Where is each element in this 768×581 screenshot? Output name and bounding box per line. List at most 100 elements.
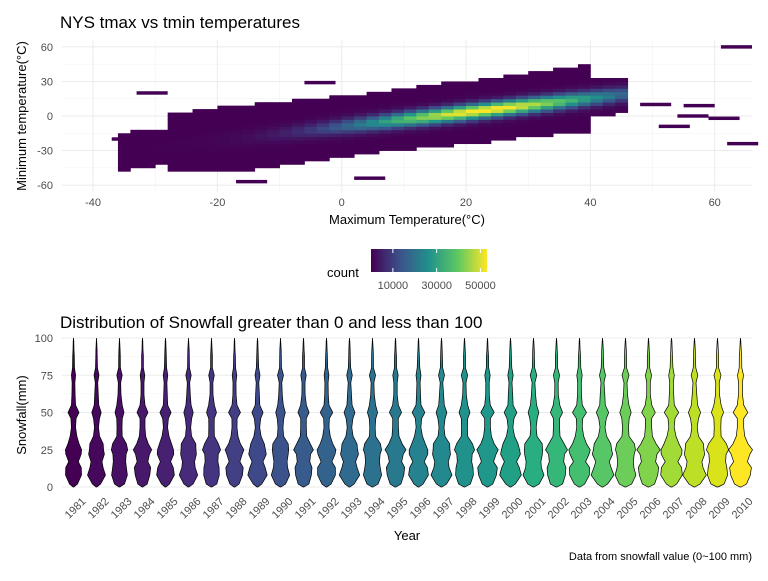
heatmap-tile <box>329 150 343 155</box>
heatmap-tile <box>528 116 542 120</box>
violin-x-tick-label: 2003 <box>569 496 595 522</box>
heatmap-tile <box>130 140 144 145</box>
violin-x-tick-label: 2006 <box>638 496 664 522</box>
heatmap-tile <box>379 98 392 103</box>
heatmap-tile <box>453 84 467 89</box>
heatmap-tile <box>441 133 455 138</box>
heatmap-tile <box>229 143 243 148</box>
heatmap-tile <box>254 112 268 117</box>
heatmap-tile <box>217 136 231 141</box>
heatmap-tile <box>341 126 355 131</box>
heatmap-tile <box>428 129 442 134</box>
heatmap-tile <box>478 129 492 134</box>
heatmap-tile <box>490 95 504 100</box>
heatmap-tile <box>117 154 131 158</box>
heatmap-tile <box>217 119 231 124</box>
heatmap-tile <box>391 122 405 127</box>
heatmap-tile <box>553 112 566 117</box>
heatmap-tile <box>192 116 206 120</box>
heatmap-tile <box>292 133 305 138</box>
heatmap-tile <box>329 129 343 134</box>
heatmap-tile <box>204 167 218 172</box>
heatmap-tile <box>192 167 206 172</box>
heatmap-tile <box>590 81 604 86</box>
heatmap-tile <box>242 109 256 113</box>
heatmap-tile <box>428 143 442 148</box>
heatmap-tile <box>167 154 181 158</box>
heatmap-tile <box>428 119 442 124</box>
violin-x-tick-label: 1995 <box>385 496 411 522</box>
heatmap-tile <box>379 112 392 117</box>
heatmap-tile <box>391 116 405 120</box>
heatmap-tile <box>204 140 218 145</box>
heatmap-tile <box>292 119 305 124</box>
heatmap-tile <box>180 126 193 131</box>
heatmap-tile <box>304 133 318 138</box>
heatmap-tile <box>167 150 181 155</box>
heatmap-tile <box>267 160 280 165</box>
heatmap-tile <box>540 74 554 79</box>
heatmap-tile <box>503 105 517 110</box>
heatmap-tile <box>142 129 156 134</box>
heatmap-tile <box>192 129 206 134</box>
heatmap-tile <box>441 102 455 107</box>
heatmap-tile <box>453 126 467 131</box>
heatmap-tile <box>316 154 330 158</box>
heatmap-tile <box>453 129 467 134</box>
heatmap-tile <box>279 157 293 162</box>
heatmap-tile <box>292 143 305 148</box>
heatmap-tile <box>466 95 479 100</box>
violin-1989 <box>247 337 268 488</box>
heatmap-tile <box>354 140 367 145</box>
violin-1982 <box>87 337 106 488</box>
heatmap-tile <box>167 160 181 165</box>
violin-x-tick-label: 1987 <box>201 496 227 522</box>
heatmap-tile <box>229 109 243 113</box>
heatmap-tile <box>490 109 504 113</box>
heatmap-tile <box>540 78 554 82</box>
heatmap-tile <box>391 126 405 131</box>
heatmap-tile <box>379 136 392 141</box>
heatmap-tile <box>366 143 380 148</box>
heatmap-tile <box>379 143 392 148</box>
heatmap-tile <box>503 98 517 103</box>
heatmap-tile <box>602 105 616 110</box>
heatmap-tile <box>577 126 591 131</box>
violin-x-tick-label: 1999 <box>477 496 503 522</box>
heatmap-tile <box>428 133 442 138</box>
heatmap-tile <box>217 164 231 169</box>
heatmap-tile <box>117 133 131 138</box>
violin-2001 <box>522 337 545 488</box>
heatmap-tile <box>155 147 169 151</box>
heatmap-tile <box>192 119 206 124</box>
heatmap-tile <box>565 71 579 75</box>
heatmap-tile <box>379 126 392 131</box>
heatmap-tile <box>217 129 231 134</box>
heatmap-tile <box>379 147 392 151</box>
heatmap-tile <box>242 140 256 145</box>
heatmap-tile <box>528 105 542 110</box>
heatmap-tile <box>615 105 629 110</box>
violin-y-tick-label: 100 <box>35 333 53 345</box>
heatmap-tile <box>279 143 293 148</box>
heatmap-tile <box>577 129 591 134</box>
heatmap-tile <box>354 109 367 113</box>
heatmap-tile <box>242 129 256 134</box>
heatmap-tile <box>403 102 417 107</box>
violin-x-tick-label: 1981 <box>63 496 89 522</box>
heatmap-tile <box>217 154 231 158</box>
heatmap-tile <box>254 160 268 165</box>
heatmap-tile <box>466 109 479 113</box>
violin-2006 <box>636 337 661 488</box>
heatmap-tile <box>602 91 616 96</box>
heatmap-tile <box>192 147 206 151</box>
heatmap-tile <box>267 105 280 110</box>
heatmap-tile <box>217 147 231 151</box>
heatmap-tile <box>403 119 417 124</box>
heatmap-tile <box>441 112 455 117</box>
violin-x-tick-label: 2002 <box>546 496 572 522</box>
violin-1998 <box>454 337 475 488</box>
heatmap-tile <box>316 147 330 151</box>
heatmap-tile <box>453 88 467 93</box>
heatmap-tile <box>466 88 479 93</box>
